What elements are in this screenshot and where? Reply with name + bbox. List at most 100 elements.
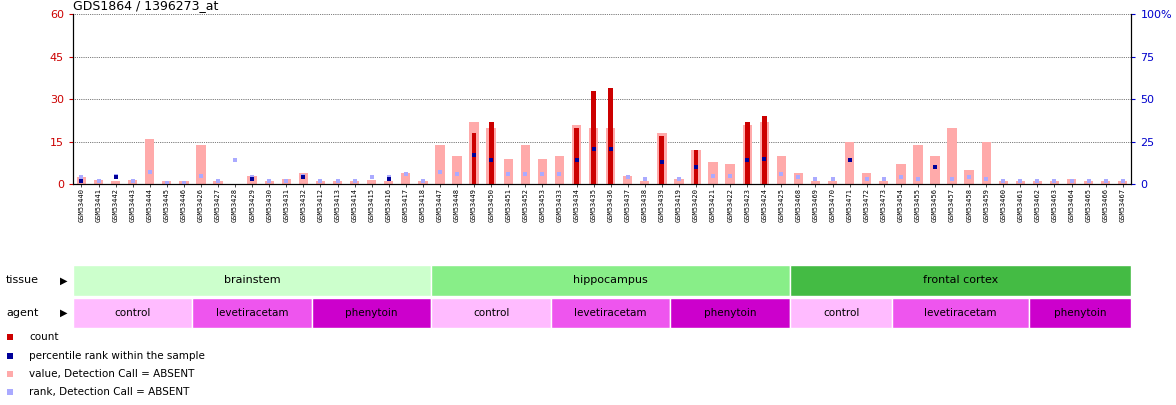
- Bar: [708, 162, 717, 184]
- Bar: [744, 122, 749, 184]
- Bar: [419, 181, 428, 184]
- Text: count: count: [29, 332, 59, 342]
- Bar: [760, 122, 769, 184]
- Bar: [94, 180, 103, 184]
- Bar: [299, 173, 308, 184]
- Bar: [350, 181, 360, 184]
- Bar: [1029, 298, 1131, 328]
- Text: percentile rank within the sample: percentile rank within the sample: [29, 351, 205, 360]
- Bar: [893, 298, 1029, 328]
- Bar: [880, 181, 889, 184]
- Bar: [674, 179, 683, 184]
- Bar: [762, 116, 767, 184]
- Bar: [196, 145, 206, 184]
- Text: phenytoin: phenytoin: [704, 308, 756, 318]
- Bar: [592, 91, 596, 184]
- Bar: [435, 145, 445, 184]
- Bar: [998, 181, 1008, 184]
- Bar: [333, 181, 342, 184]
- Text: levetiracetam: levetiracetam: [574, 308, 647, 318]
- Bar: [694, 150, 699, 184]
- Bar: [145, 139, 154, 184]
- Bar: [828, 181, 837, 184]
- Text: phenytoin: phenytoin: [1054, 308, 1107, 318]
- Text: levetiracetam: levetiracetam: [924, 308, 997, 318]
- Bar: [844, 142, 854, 184]
- Bar: [930, 156, 940, 184]
- Text: phenytoin: phenytoin: [346, 308, 397, 318]
- Bar: [982, 142, 991, 184]
- Bar: [555, 156, 564, 184]
- Bar: [73, 265, 432, 296]
- Bar: [640, 181, 649, 184]
- Bar: [213, 181, 222, 184]
- Bar: [790, 265, 1131, 296]
- Bar: [453, 156, 462, 184]
- Bar: [608, 88, 613, 184]
- Bar: [776, 156, 786, 184]
- Text: ▶: ▶: [60, 308, 67, 318]
- Bar: [606, 128, 615, 184]
- Bar: [432, 298, 550, 328]
- Bar: [660, 136, 664, 184]
- Bar: [489, 122, 494, 184]
- Bar: [76, 177, 86, 184]
- Text: GDS1864 / 1396273_at: GDS1864 / 1396273_at: [73, 0, 219, 12]
- Text: levetiracetam: levetiracetam: [216, 308, 288, 318]
- Bar: [385, 181, 394, 184]
- Bar: [550, 298, 670, 328]
- Bar: [574, 128, 579, 184]
- Bar: [810, 181, 820, 184]
- Bar: [367, 180, 376, 184]
- Bar: [572, 125, 581, 184]
- Bar: [312, 298, 432, 328]
- Bar: [432, 265, 790, 296]
- Bar: [537, 159, 547, 184]
- Bar: [1118, 181, 1128, 184]
- Text: control: control: [114, 308, 151, 318]
- Bar: [247, 176, 256, 184]
- Bar: [790, 298, 893, 328]
- Bar: [691, 150, 701, 184]
- Bar: [794, 173, 803, 184]
- Bar: [862, 173, 871, 184]
- Bar: [623, 176, 633, 184]
- Bar: [726, 164, 735, 184]
- Text: rank, Detection Call = ABSENT: rank, Detection Call = ABSENT: [29, 388, 189, 397]
- Bar: [401, 173, 410, 184]
- Bar: [1067, 179, 1076, 184]
- Bar: [503, 159, 513, 184]
- Bar: [742, 125, 751, 184]
- Bar: [670, 298, 790, 328]
- Bar: [914, 145, 923, 184]
- Text: control: control: [823, 308, 860, 318]
- Bar: [487, 128, 496, 184]
- Bar: [315, 181, 325, 184]
- Bar: [896, 164, 906, 184]
- Bar: [1033, 181, 1042, 184]
- Text: tissue: tissue: [6, 275, 39, 286]
- Bar: [111, 181, 120, 184]
- Bar: [1016, 181, 1025, 184]
- Bar: [162, 181, 172, 184]
- Text: value, Detection Call = ABSENT: value, Detection Call = ABSENT: [29, 369, 194, 379]
- Text: agent: agent: [6, 308, 39, 318]
- Text: brainstem: brainstem: [223, 275, 280, 286]
- Bar: [1084, 181, 1094, 184]
- Bar: [589, 128, 599, 184]
- Bar: [472, 133, 476, 184]
- Bar: [265, 181, 274, 184]
- Bar: [657, 133, 667, 184]
- Text: frontal cortex: frontal cortex: [923, 275, 998, 286]
- Bar: [193, 298, 312, 328]
- Text: hippocampus: hippocampus: [573, 275, 648, 286]
- Bar: [281, 179, 290, 184]
- Bar: [1050, 181, 1060, 184]
- Bar: [128, 180, 138, 184]
- Bar: [948, 128, 957, 184]
- Bar: [179, 181, 188, 184]
- Bar: [73, 298, 193, 328]
- Text: ▶: ▶: [60, 275, 67, 286]
- Bar: [469, 122, 479, 184]
- Bar: [964, 170, 974, 184]
